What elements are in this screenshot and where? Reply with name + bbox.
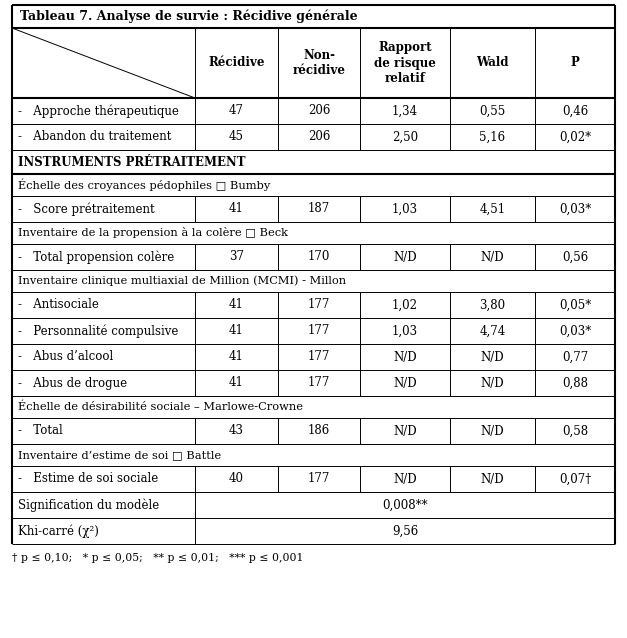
Text: 2,50: 2,50: [392, 131, 418, 144]
Text: -   Approche thérapeutique: - Approche thérapeutique: [18, 104, 179, 118]
Text: 47: 47: [229, 105, 244, 117]
Text: 1,03: 1,03: [392, 325, 418, 338]
Text: -   Abandon du traitement: - Abandon du traitement: [18, 131, 171, 144]
Text: -   Abus d’alcool: - Abus d’alcool: [18, 350, 113, 364]
Text: 45: 45: [229, 131, 244, 144]
Text: -   Antisociale: - Antisociale: [18, 299, 99, 311]
Text: N/D: N/D: [481, 473, 504, 486]
Text: 5,16: 5,16: [480, 131, 505, 144]
Text: -   Estime de soi sociale: - Estime de soi sociale: [18, 473, 158, 486]
Text: Khi-carré (χ²): Khi-carré (χ²): [18, 524, 99, 538]
Text: -   Total propension colère: - Total propension colère: [18, 250, 174, 263]
Text: Wald: Wald: [477, 57, 508, 70]
Text: 0,77: 0,77: [562, 350, 588, 364]
Text: 9,56: 9,56: [392, 524, 418, 537]
Text: † p ≤ 0,10;   * p ≤ 0,05;   ** p ≤ 0,01;   *** p ≤ 0,001: † p ≤ 0,10; * p ≤ 0,05; ** p ≤ 0,01; ***…: [12, 553, 303, 563]
Text: N/D: N/D: [393, 350, 417, 364]
Text: 3,80: 3,80: [480, 299, 505, 311]
Text: 0,03*: 0,03*: [559, 202, 591, 216]
Text: N/D: N/D: [393, 473, 417, 486]
Text: Échelle de désirabilité sociale – Marlowe-Crowne: Échelle de désirabilité sociale – Marlow…: [18, 402, 303, 412]
Text: 177: 177: [308, 376, 330, 390]
Text: 0,07†: 0,07†: [559, 473, 591, 486]
Text: 206: 206: [308, 105, 330, 117]
Text: Inventaire de la propension à la colère □ Beck: Inventaire de la propension à la colère …: [18, 228, 288, 239]
Text: -   Abus de drogue: - Abus de drogue: [18, 376, 127, 390]
Text: 177: 177: [308, 299, 330, 311]
Text: 0,008**: 0,008**: [382, 498, 428, 512]
Text: -   Score prétraitement: - Score prétraitement: [18, 202, 155, 216]
Text: 206: 206: [308, 131, 330, 144]
Text: 43: 43: [229, 424, 244, 438]
Text: N/D: N/D: [481, 424, 504, 438]
Text: Récidive: Récidive: [208, 57, 265, 70]
Text: Inventaire clinique multiaxial de Million (MCMI) - Millon: Inventaire clinique multiaxial de Millio…: [18, 276, 346, 286]
Text: 4,51: 4,51: [480, 202, 505, 216]
Text: Tableau 7. Analyse de survie : Récidive générale: Tableau 7. Analyse de survie : Récidive …: [20, 10, 357, 23]
Text: 170: 170: [308, 251, 330, 263]
Text: 41: 41: [229, 350, 244, 364]
Text: 40: 40: [229, 473, 244, 486]
Text: 1,02: 1,02: [392, 299, 418, 311]
Text: 0,55: 0,55: [480, 105, 505, 117]
Text: Signification du modèle: Signification du modèle: [18, 498, 159, 512]
Text: P: P: [571, 57, 579, 70]
Text: 187: 187: [308, 202, 330, 216]
Text: 41: 41: [229, 376, 244, 390]
Text: 41: 41: [229, 325, 244, 338]
Text: Inventaire d’estime de soi □ Battle: Inventaire d’estime de soi □ Battle: [18, 450, 221, 460]
Text: 0,05*: 0,05*: [559, 299, 591, 311]
Text: N/D: N/D: [481, 350, 504, 364]
Text: 0,03*: 0,03*: [559, 325, 591, 338]
Text: 37: 37: [229, 251, 244, 263]
Text: Rapport
de risque
relatif: Rapport de risque relatif: [374, 41, 436, 84]
Text: 0,02*: 0,02*: [559, 131, 591, 144]
Text: 1,34: 1,34: [392, 105, 418, 117]
Text: N/D: N/D: [481, 376, 504, 390]
Text: 0,58: 0,58: [562, 424, 588, 438]
Text: Échelle des croyances pédophiles □ Bumby: Échelle des croyances pédophiles □ Bumby: [18, 179, 270, 191]
Text: 0,46: 0,46: [562, 105, 588, 117]
Text: N/D: N/D: [393, 251, 417, 263]
Text: 1,03: 1,03: [392, 202, 418, 216]
Text: INSTRUMENTS PRÉTRAITEMENT: INSTRUMENTS PRÉTRAITEMENT: [18, 156, 246, 168]
Text: 177: 177: [308, 350, 330, 364]
Text: 41: 41: [229, 202, 244, 216]
Text: 4,74: 4,74: [480, 325, 505, 338]
Text: N/D: N/D: [393, 424, 417, 438]
Text: Non-
récidive: Non- récidive: [293, 49, 345, 77]
Text: N/D: N/D: [393, 376, 417, 390]
Text: -   Total: - Total: [18, 424, 63, 438]
Text: 0,88: 0,88: [562, 376, 588, 390]
Text: 177: 177: [308, 473, 330, 486]
Text: -   Personnalité compulsive: - Personnalité compulsive: [18, 324, 178, 338]
Text: 177: 177: [308, 325, 330, 338]
Text: 186: 186: [308, 424, 330, 438]
Text: 0,56: 0,56: [562, 251, 588, 263]
Text: 41: 41: [229, 299, 244, 311]
Text: N/D: N/D: [481, 251, 504, 263]
